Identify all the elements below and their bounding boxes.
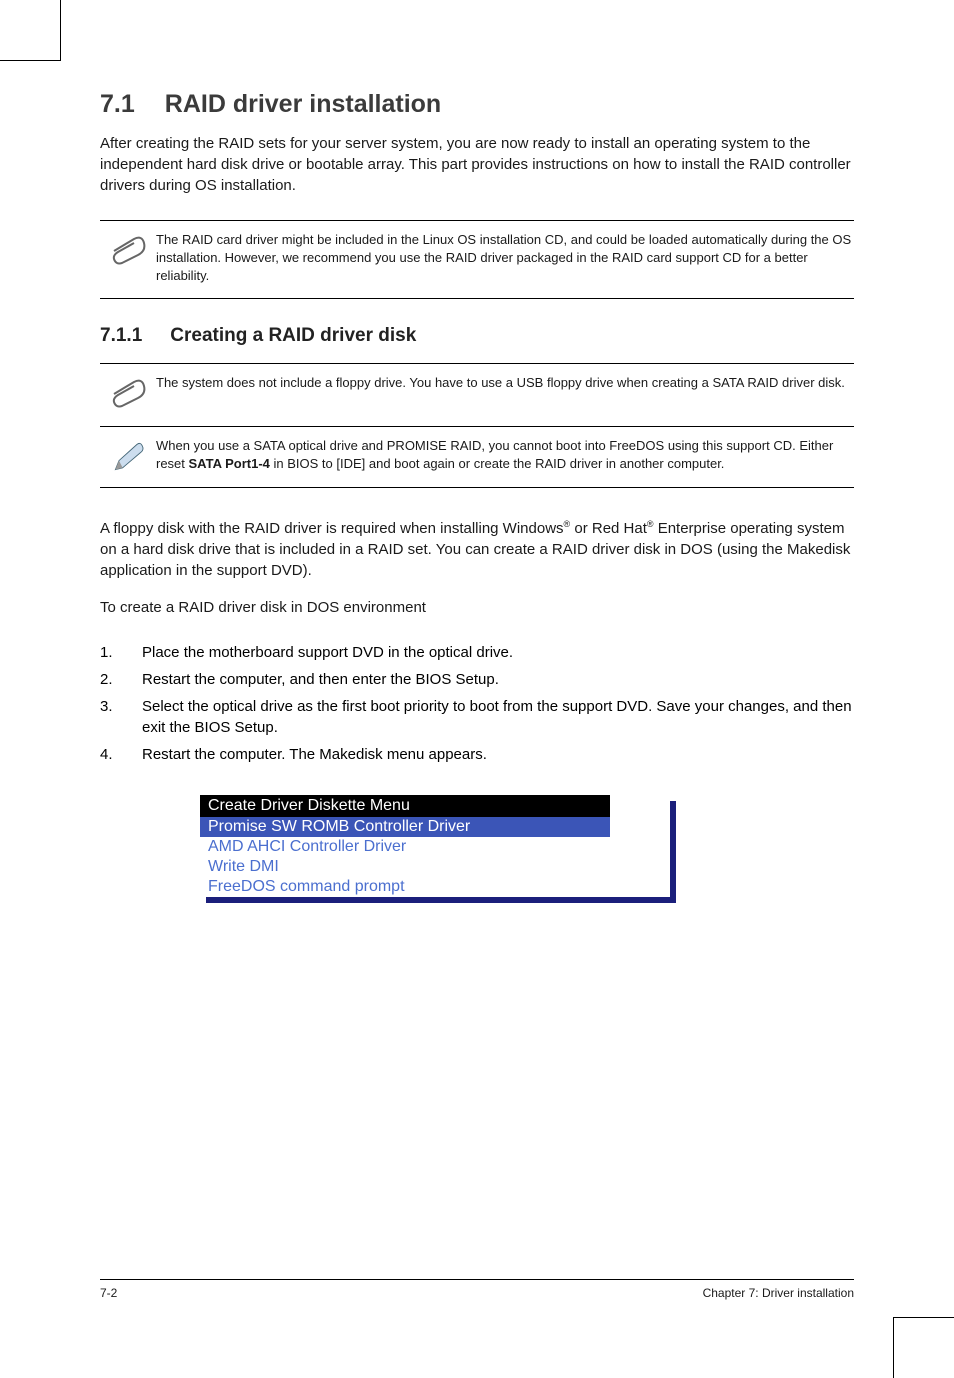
menu-item-selected[interactable]: Promise SW ROMB Controller Driver: [200, 817, 610, 837]
note-text-1: The RAID card driver might be included i…: [156, 231, 854, 286]
body1-pre: A floppy disk with the RAID driver is re…: [100, 520, 564, 537]
section-number: 7.1: [100, 90, 135, 119]
step-item: Restart the computer, and then enter the…: [100, 669, 854, 690]
reg-mark-2: ®: [647, 519, 654, 529]
page-number: 7-2: [100, 1286, 117, 1300]
step-item: Place the motherboard support DVD in the…: [100, 642, 854, 663]
page: 7.1 RAID driver installation After creati…: [0, 0, 954, 1378]
section-title-text: RAID driver installation: [165, 90, 441, 118]
body-paragraph-2: To create a RAID driver disk in DOS envi…: [100, 597, 854, 618]
paperclip-icon: [100, 231, 156, 269]
makedisk-menu: Create Driver Diskette Menu Promise SW R…: [200, 795, 670, 897]
subsection-title-text: Creating a RAID driver disk: [170, 325, 416, 346]
menu-item[interactable]: AMD AHCI Controller Driver: [200, 837, 610, 857]
steps-list: Place the motherboard support DVD in the…: [100, 636, 854, 771]
chapter-label: Chapter 7: Driver installation: [703, 1286, 854, 1300]
note-block-3: When you use a SATA optical drive and PR…: [100, 426, 854, 488]
note3-bold: SATA Port1-4: [189, 456, 270, 471]
paperclip-icon: [100, 374, 156, 412]
note-block-1: The RAID card driver might be included i…: [100, 220, 854, 299]
menu-item[interactable]: FreeDOS command prompt: [200, 877, 610, 897]
body1-mid: or Red Hat: [570, 520, 647, 537]
note-text-2: The system does not include a floppy dri…: [156, 374, 854, 392]
body-paragraph-1: A floppy disk with the RAID driver is re…: [100, 518, 854, 581]
page-footer: 7-2 Chapter 7: Driver installation: [100, 1279, 854, 1300]
subsection-number: 7.1.1: [100, 325, 142, 347]
menu-title: Create Driver Diskette Menu: [200, 795, 610, 817]
pen-icon: [100, 437, 156, 475]
note-text-3: When you use a SATA optical drive and PR…: [156, 437, 854, 473]
menu-item[interactable]: Write DMI: [200, 857, 610, 877]
crop-mark-bottom-right: [893, 1317, 954, 1378]
section-intro: After creating the RAID sets for your se…: [100, 133, 854, 196]
menu-inner: Create Driver Diskette Menu Promise SW R…: [200, 795, 670, 897]
section-heading: 7.1 RAID driver installation: [100, 90, 854, 119]
note-block-2: The system does not include a floppy dri…: [100, 363, 854, 418]
step-item: Restart the computer. The Makedisk menu …: [100, 744, 854, 765]
step-item: Select the optical drive as the first bo…: [100, 696, 854, 738]
note3-post: in BIOS to [IDE] and boot again or creat…: [270, 456, 725, 471]
subsection-heading: 7.1.1 Creating a RAID driver disk: [100, 325, 854, 347]
crop-mark-top-left: [0, 0, 61, 61]
